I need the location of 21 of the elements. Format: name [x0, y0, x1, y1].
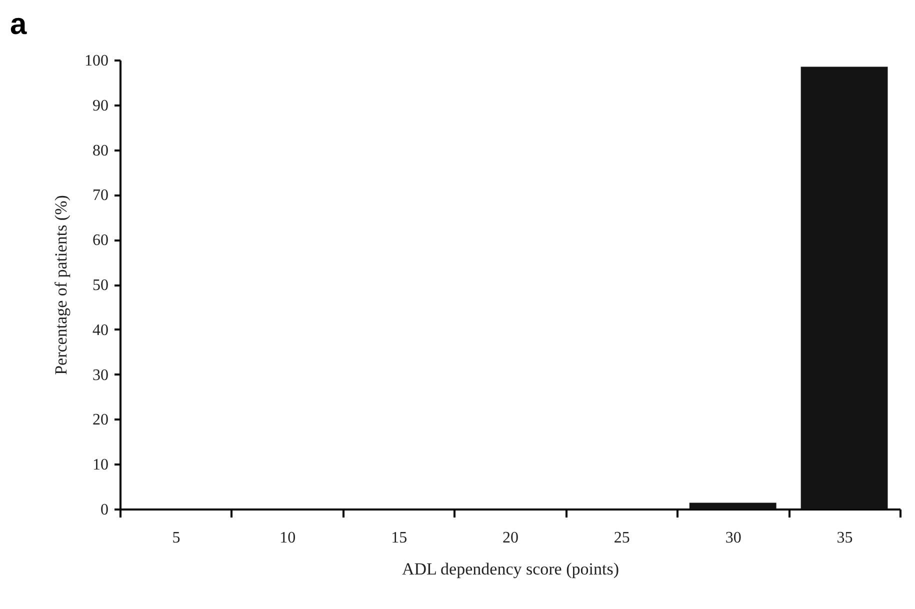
y-tick-label: 40: [92, 322, 108, 339]
x-tick-label: 35: [836, 530, 853, 546]
x-tick-label: 15: [391, 530, 408, 546]
x-tick-label: 5: [172, 530, 180, 546]
y-tick-label: 10: [92, 456, 108, 474]
y-axis-title: Percentage of patients (%): [52, 195, 70, 375]
y-tick-label: 50: [92, 277, 108, 294]
y-tick-label: 70: [92, 187, 108, 204]
chart-title: a: [10, 8, 27, 41]
y-tick-label: 60: [92, 232, 108, 250]
y-tick-label: 80: [92, 142, 108, 160]
y-tick-label: 90: [92, 97, 108, 114]
y-tick-label: 100: [84, 52, 108, 70]
x-tick-label: 30: [725, 530, 742, 546]
y-tick-label: 0: [100, 502, 108, 518]
x-tick-label: 20: [502, 530, 518, 546]
y-tick-label: 30: [92, 366, 108, 384]
x-tick-label: 10: [280, 530, 296, 546]
x-axis-title: ADL dependency score (points): [402, 560, 619, 578]
x-tick-label: 25: [614, 530, 630, 546]
y-tick-label: 20: [92, 412, 108, 429]
